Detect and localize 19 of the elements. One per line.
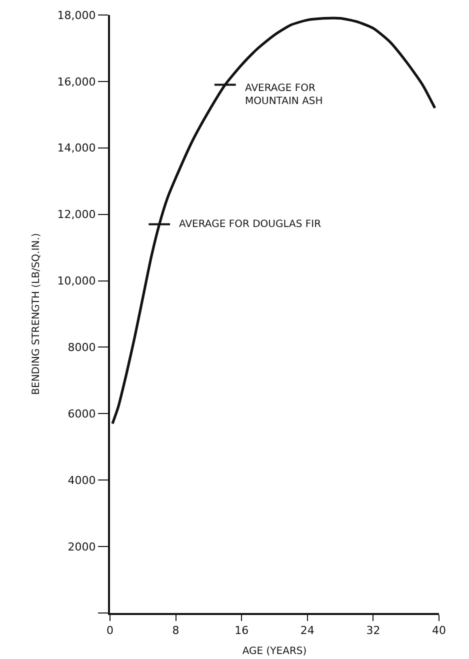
- annotation: AVERAGE FOR MOUNTAIN ASH: [245, 83, 323, 107]
- x-tick-label: 32: [366, 624, 380, 638]
- y-tick-label: 6000: [68, 408, 96, 421]
- y-tick-label: 14,000: [57, 142, 96, 155]
- y-tick-label: 4000: [68, 474, 96, 487]
- y-tick-label: 2000: [68, 540, 96, 554]
- y-tick-label: 18,000: [57, 8, 96, 22]
- y-tick-label: 10,000: [57, 274, 96, 288]
- x-axis-title: AGE (YEARS): [242, 646, 307, 657]
- x-tick-label: 0: [106, 624, 114, 638]
- x-tick-label: 24: [300, 624, 314, 638]
- y-tick-label: 12,000: [57, 208, 96, 222]
- x-tick-label: 40: [432, 624, 446, 638]
- y-axis-title: BENDING STRENGTH (LB/SQ.IN.): [30, 233, 42, 395]
- x-tick-label: 8: [172, 624, 180, 638]
- y-tick-label: 8000: [68, 341, 96, 354]
- y-tick-label: 16,000: [57, 75, 96, 88]
- x-tick-label: 16: [234, 624, 249, 638]
- annotation: AVERAGE FOR DOUGLAS FIR: [179, 219, 322, 230]
